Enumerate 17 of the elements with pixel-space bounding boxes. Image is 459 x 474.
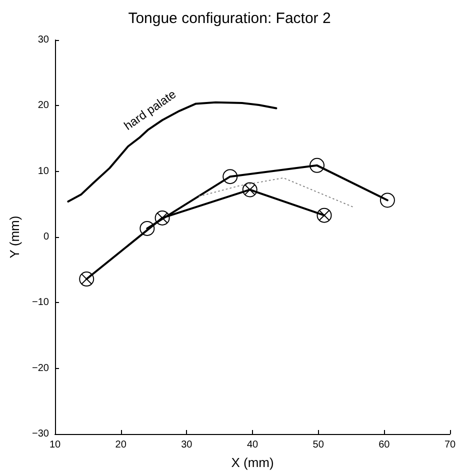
x-tick-label: 30	[181, 440, 193, 450]
y-tick-label: 0	[43, 232, 50, 242]
x-tick-label: 40	[246, 440, 258, 450]
x-axis-title: X (mm)	[231, 455, 274, 470]
x-tick-label: 50	[312, 440, 324, 450]
x-tick-label: 60	[378, 440, 390, 450]
y-axis-title: Y (mm)	[7, 216, 22, 258]
y-tick-label: −20	[32, 362, 50, 374]
y-tick-label: 30	[38, 34, 50, 46]
y-tick-label: −30	[32, 428, 50, 440]
y-tick-label: −10	[32, 297, 50, 308]
x-tick-label: 10	[49, 440, 61, 450]
y-tick-label: 10	[38, 166, 50, 177]
x-tick-label: 20	[115, 440, 127, 450]
y-tick-label: 20	[38, 100, 50, 112]
x-tick-label: 70	[444, 440, 456, 450]
chart-title: Tongue configuration: Factor 2	[128, 10, 331, 27]
